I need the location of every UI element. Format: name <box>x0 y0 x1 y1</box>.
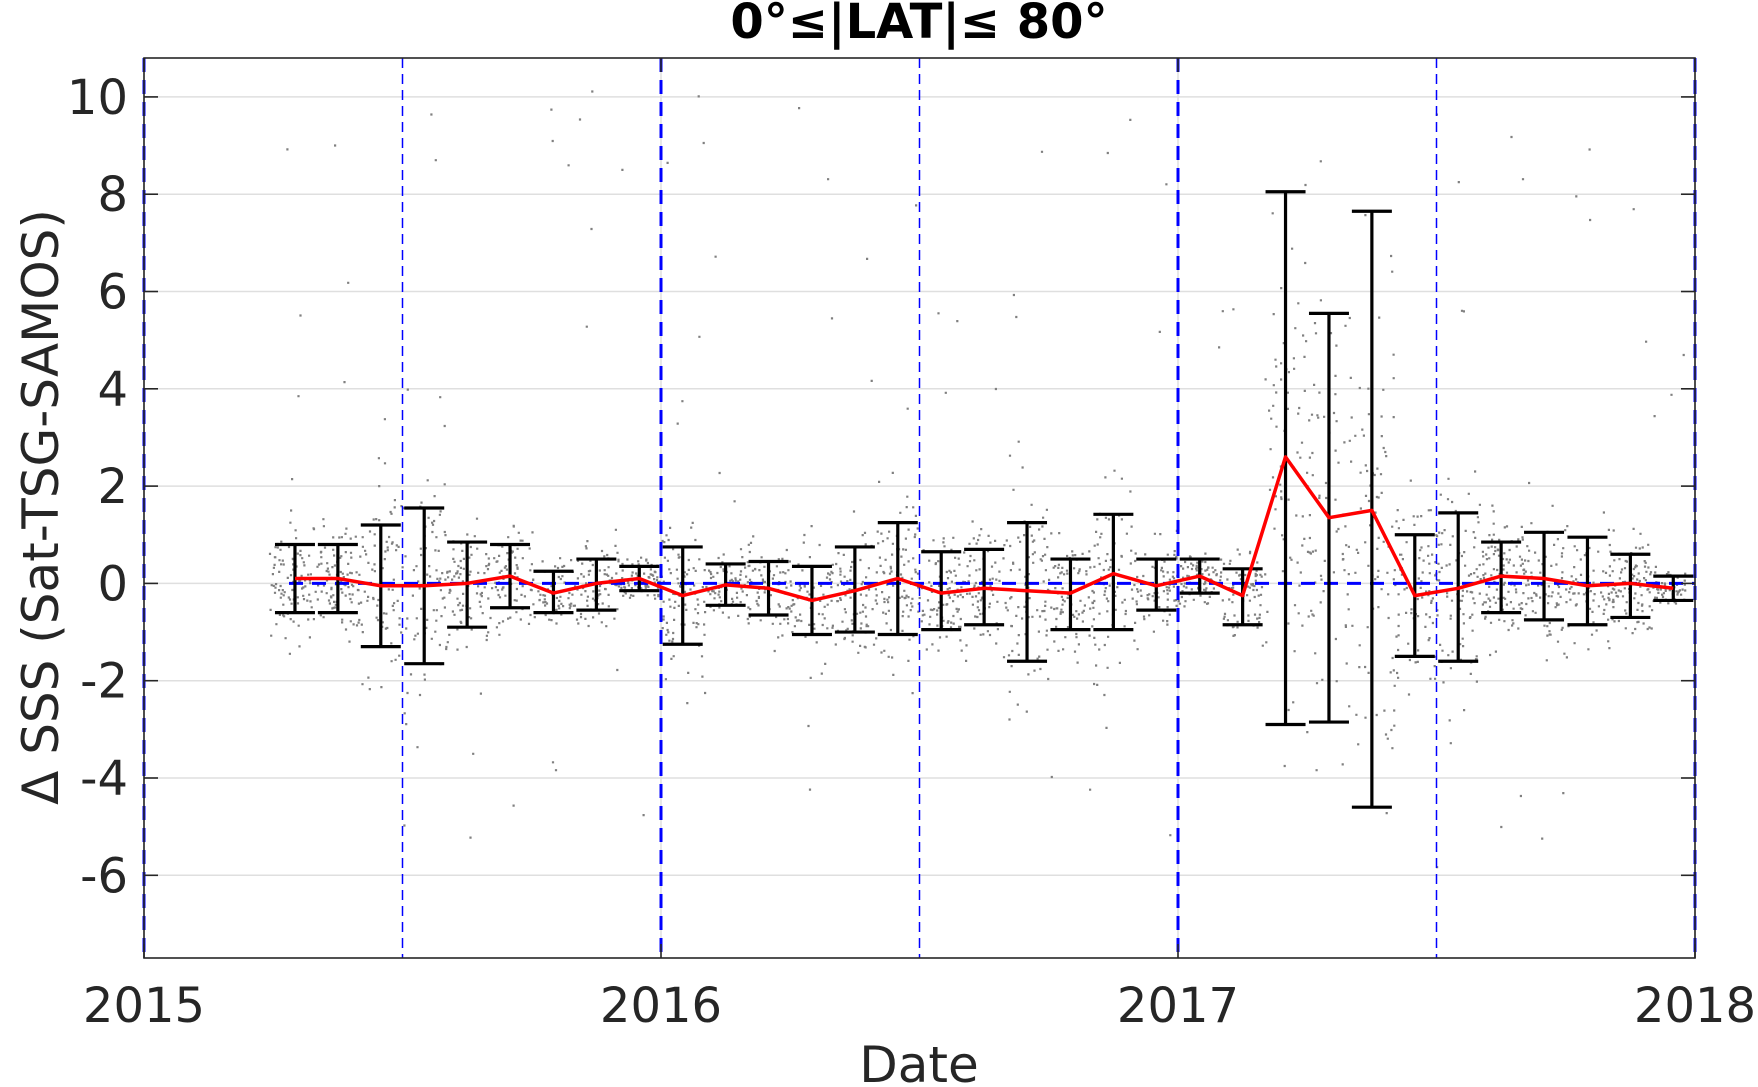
x-tick-label: 2016 <box>600 978 722 1034</box>
y-tick-label: 6 <box>97 265 128 321</box>
x-axis-ticks: 2015 2016 2017 2018 <box>83 58 1756 1034</box>
x-tick-label: 2017 <box>1117 978 1239 1034</box>
error-bars <box>274 190 1694 809</box>
x-tick-label: 2018 <box>1634 978 1756 1034</box>
y-tick-label: 10 <box>67 70 128 126</box>
mean-line <box>295 455 1674 603</box>
y-tick-label: 8 <box>97 167 128 223</box>
x-axis-label: Date <box>859 1036 979 1087</box>
plot-frame <box>143 57 1696 959</box>
y-tick-label: -4 <box>80 751 128 807</box>
y-axis-label: Δ SSS (Sat-TSG-SAMOS) <box>12 209 70 805</box>
y-tick-label: 4 <box>97 362 128 418</box>
x-tick-label: 2015 <box>83 978 205 1034</box>
y-tick-label: 2 <box>97 459 128 515</box>
mean-line-layer <box>295 455 1674 603</box>
y-tick-label: -2 <box>80 654 128 710</box>
y-tick-label: 0 <box>97 556 128 612</box>
y-axis-ticks: 10 8 6 4 2 0 -2 -4 -6 <box>67 70 1695 904</box>
y-tick-label: -6 <box>80 848 128 904</box>
chart-title: 0°≤|LAT|≤ 80° <box>730 0 1107 50</box>
